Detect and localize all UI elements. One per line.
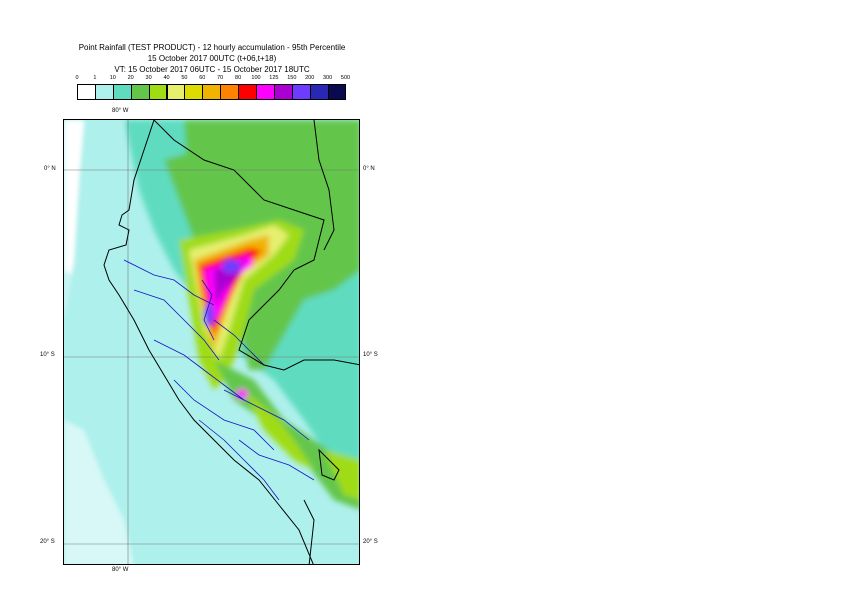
- legend-swatch: [238, 84, 257, 100]
- legend-swatch: [130, 84, 150, 100]
- legend-threshold-label: 50: [181, 75, 188, 81]
- title-line-2: 15 October 2017 00UTC (t+06,t+18): [147, 54, 277, 63]
- lat-label-10s-right: 10° S: [363, 352, 378, 358]
- legend-swatch: [273, 84, 293, 100]
- legend-threshold-label: 500: [340, 75, 351, 81]
- title-line-3: VT: 15 October 2017 06UTC - 15 October 2…: [114, 65, 310, 74]
- legend-threshold-label: 0: [75, 75, 79, 81]
- legend-threshold-label: 10: [109, 75, 116, 81]
- legend-threshold-label: 20: [127, 75, 134, 81]
- rainfall-map-canvas: [64, 120, 359, 564]
- lon-label-bottom: 80° W: [112, 567, 129, 573]
- legend-swatch: [77, 84, 96, 100]
- lat-label-0-right: 0° N: [363, 166, 375, 172]
- legend-swatch: [309, 84, 329, 100]
- rainfall-map: [63, 119, 360, 565]
- legend-swatch: [256, 84, 275, 100]
- legend-threshold-label: 30: [145, 75, 152, 81]
- lat-label-20s-left: 20° S: [40, 539, 55, 545]
- legend-swatch: [166, 84, 186, 100]
- lat-label-20s-right: 20° S: [363, 539, 378, 545]
- legend-swatch: [184, 84, 204, 100]
- legend-threshold-label: 40: [163, 75, 170, 81]
- rainfall-field: [124, 120, 359, 510]
- legend-threshold-label: 125: [269, 75, 279, 81]
- title-line-1: Point Rainfall (TEST PRODUCT) - 12 hourl…: [78, 43, 346, 52]
- lat-label-10s-left: 10° S: [40, 352, 55, 358]
- legend-threshold-label: 150: [287, 75, 297, 81]
- lon-label-top: 80° W: [112, 108, 129, 114]
- legend-swatch: [202, 84, 222, 100]
- legend-threshold-label: 80: [235, 75, 242, 81]
- legend-threshold-label: 200: [305, 75, 315, 81]
- legend-threshold-label: 1: [93, 75, 97, 81]
- lat-label-0-left: 0° N: [44, 166, 56, 172]
- legend-swatch: [94, 84, 114, 100]
- legend-swatch: [327, 84, 347, 100]
- legend-swatch: [148, 84, 168, 100]
- admin-boundaries: [123, 259, 315, 501]
- map-title: Point Rainfall (TEST PRODUCT) - 12 hourl…: [0, 42, 424, 75]
- legend-swatch: [291, 84, 311, 100]
- legend-threshold-label: 70: [217, 75, 224, 81]
- legend-threshold-label: 60: [199, 75, 206, 81]
- legend-swatch: [220, 84, 240, 100]
- legend-swatch: [112, 84, 132, 100]
- coastlines: [103, 120, 359, 564]
- legend-threshold-label: 100: [251, 75, 261, 81]
- color-legend: 0 1 10 20 30 40 50 60 70 80 100 125 150 200 300 500: [0, 0, 842, 110]
- legend-threshold-label: 300: [323, 75, 333, 81]
